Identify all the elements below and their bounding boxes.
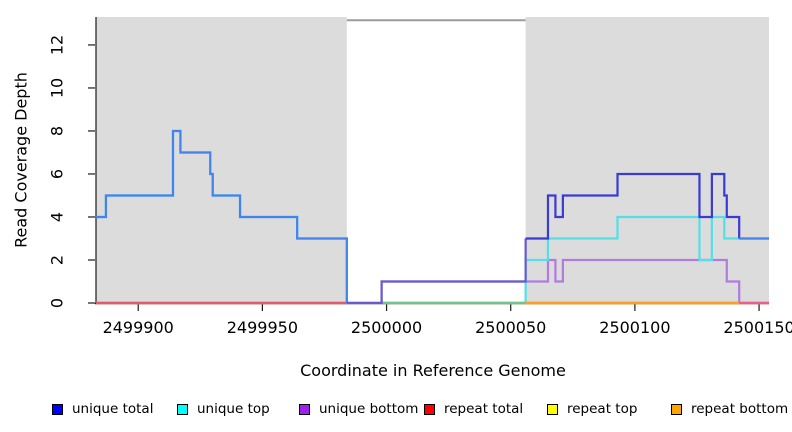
legend-entry-unique-top: unique top <box>177 401 270 417</box>
x-tick-label: 2499900 <box>102 318 174 337</box>
legend-swatch-icon <box>547 403 558 415</box>
legend-entry-repeat-top: repeat top <box>547 401 637 417</box>
x-axis-title: Coordinate in Reference Genome <box>300 361 566 380</box>
masked-region <box>525 17 769 303</box>
x-tick-label: 2499950 <box>226 318 299 337</box>
y-tick-label: 2 <box>47 254 67 266</box>
legend-label: unique total <box>72 401 154 417</box>
legend-label: unique top <box>197 401 270 417</box>
y-tick-label: 4 <box>47 211 67 223</box>
y-tick-label: 6 <box>47 168 67 180</box>
masked-region <box>96 17 347 303</box>
x-tick-label: 2500050 <box>475 318 547 337</box>
x-tick-label: 2500100 <box>599 318 671 337</box>
legend-label: repeat bottom <box>691 401 789 417</box>
legend-swatch-icon <box>299 403 310 415</box>
legend-swatch-icon <box>52 403 63 415</box>
series-unique-total <box>525 172 741 240</box>
legend-entry-unique-total: unique total <box>52 401 153 417</box>
x-tick-label: 2500150 <box>723 318 792 337</box>
legend-label: repeat total <box>444 401 524 417</box>
legend-label: repeat top <box>567 401 638 417</box>
legend-entry-repeat-bottom: repeat bottom <box>671 401 788 417</box>
legend-swatch-icon <box>671 403 682 415</box>
legend-entry-repeat-total: repeat total <box>424 401 523 417</box>
legend-label: unique bottom <box>319 401 419 417</box>
series-unique-total <box>346 238 527 305</box>
legend-entry-unique-bottom: unique bottom <box>299 401 418 417</box>
y-tick-label: 0 <box>47 297 67 309</box>
y-tick-label: 8 <box>47 125 67 137</box>
legend-swatch-icon <box>424 403 435 415</box>
legend-swatch-icon <box>177 403 188 415</box>
series-unique-total <box>96 129 348 303</box>
x-tick-label: 2500000 <box>350 318 423 337</box>
y-tick-label: 12 <box>47 34 67 56</box>
y-axis-title: Read Coverage Depth <box>11 72 31 248</box>
y-tick-label: 10 <box>47 77 67 99</box>
